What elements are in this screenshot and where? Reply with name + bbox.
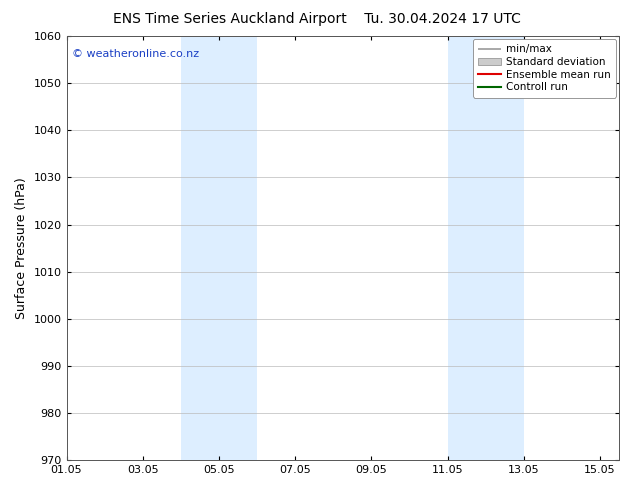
Y-axis label: Surface Pressure (hPa): Surface Pressure (hPa)	[15, 177, 28, 319]
Text: © weatheronline.co.nz: © weatheronline.co.nz	[72, 49, 199, 59]
Bar	[448, 36, 524, 460]
Text: ENS Time Series Auckland Airport    Tu. 30.04.2024 17 UTC: ENS Time Series Auckland Airport Tu. 30.…	[113, 12, 521, 26]
Legend: min/max, Standard deviation, Ensemble mean run, Controll run: min/max, Standard deviation, Ensemble me…	[472, 39, 616, 98]
Bar	[181, 36, 257, 460]
